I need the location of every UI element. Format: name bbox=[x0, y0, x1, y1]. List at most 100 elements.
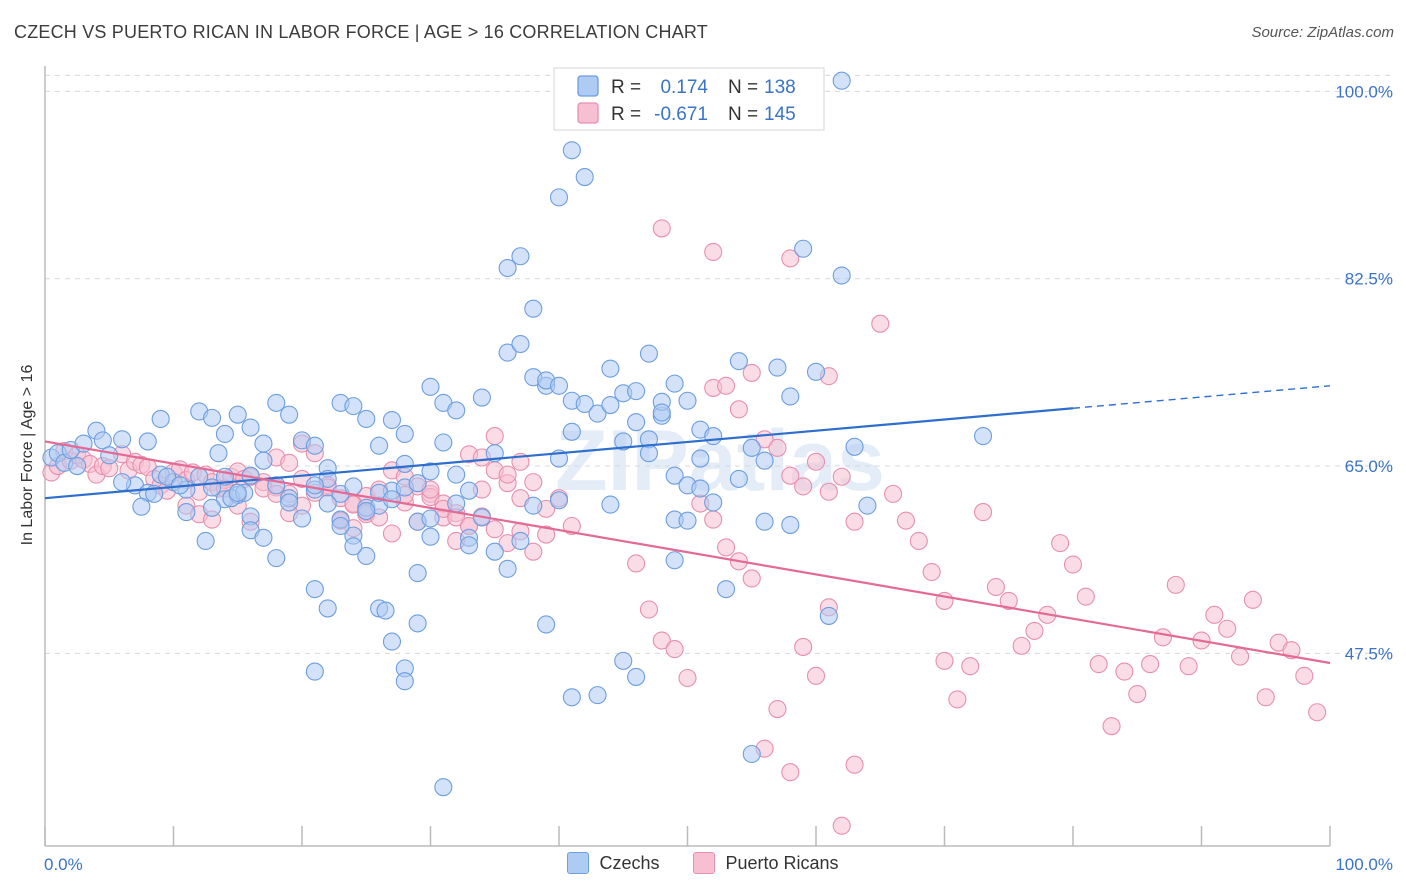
source-label: Source: ZipAtlas.com bbox=[1251, 24, 1394, 41]
czechs-point-6 bbox=[93, 431, 112, 450]
czechs-point-27 bbox=[203, 498, 222, 517]
czechs-legend-swatch bbox=[577, 75, 599, 97]
puerto-ricans-point-136 bbox=[896, 511, 916, 530]
czechs-point-69 bbox=[421, 527, 440, 546]
czechs-point-112 bbox=[472, 388, 491, 407]
puerto-ricans-point-119 bbox=[819, 482, 838, 501]
czechs-n-label: N = bbox=[728, 77, 758, 98]
puerto-ricans-point-126 bbox=[806, 666, 826, 685]
puerto-ricans-point-120 bbox=[652, 219, 671, 238]
puerto-ricans-point-123 bbox=[768, 699, 787, 719]
y-tick-label-1: 82.5% bbox=[1345, 270, 1393, 289]
czechs-point-21 bbox=[132, 497, 151, 516]
czechs-point-26 bbox=[196, 531, 215, 551]
puerto-ricans-point-147 bbox=[1025, 621, 1044, 640]
czechs-point-101 bbox=[434, 778, 453, 797]
puerto-ricans-point-154 bbox=[1115, 662, 1134, 681]
czechs-point-93 bbox=[370, 436, 389, 455]
czechs-point-85 bbox=[408, 614, 427, 633]
puerto-ricans-point-111 bbox=[716, 376, 736, 395]
czechs-point-37 bbox=[254, 451, 273, 470]
czechs-point-9 bbox=[113, 430, 132, 449]
czechs-point-175 bbox=[704, 493, 723, 512]
puerto-ricans-point-162 bbox=[1218, 619, 1237, 638]
puerto-ricans-n-value: 145 bbox=[764, 104, 796, 125]
czechs-point-52 bbox=[267, 549, 286, 568]
czechs-point-96 bbox=[408, 474, 427, 493]
puerto-ricans-point-133 bbox=[845, 512, 864, 531]
puerto-ricans-point-141 bbox=[948, 690, 967, 709]
puerto-ricans-point-64 bbox=[382, 524, 402, 543]
puerto-ricans-point-88 bbox=[524, 542, 543, 561]
puerto-ricans-r-value: -0.671 bbox=[654, 104, 708, 125]
puerto-ricans-n-label: N = bbox=[728, 104, 758, 125]
puerto-ricans-point-121 bbox=[704, 242, 723, 262]
czechs-point-120 bbox=[498, 258, 517, 278]
czechs-point-31 bbox=[151, 409, 170, 429]
czechs-point-100 bbox=[395, 672, 414, 691]
czechs-point-148 bbox=[678, 511, 697, 530]
puerto-ricans-point-155 bbox=[1128, 685, 1147, 704]
czechs-point-60 bbox=[305, 476, 324, 495]
czechs-point-8 bbox=[100, 446, 119, 465]
czechs-point-109 bbox=[549, 491, 569, 510]
czechs-point-73 bbox=[344, 537, 363, 556]
puerto-ricans-point-94 bbox=[498, 465, 517, 484]
czechs-point-149 bbox=[691, 449, 710, 468]
czechs-point-128 bbox=[601, 395, 620, 415]
puerto-ricans-point-103 bbox=[665, 640, 684, 659]
czechs-point-144 bbox=[614, 651, 633, 670]
czechs-point-78 bbox=[408, 564, 427, 583]
czechs-point-141 bbox=[562, 141, 581, 160]
puerto-ricans-point-153 bbox=[1102, 717, 1121, 736]
czechs-point-157 bbox=[716, 580, 736, 599]
trend-lines bbox=[44, 385, 1331, 665]
czechs-point-159 bbox=[742, 438, 761, 457]
puerto-ricans-point-132 bbox=[832, 467, 851, 486]
legend-item-puerto-ricans[interactable]: Puerto Ricans bbox=[693, 852, 839, 874]
czechs-point-163 bbox=[794, 239, 813, 258]
puerto-ricans-point-135 bbox=[884, 484, 903, 503]
puerto-ricans-point-150 bbox=[1063, 555, 1083, 574]
czechs-point-42 bbox=[228, 405, 247, 424]
puerto-ricans-point-51 bbox=[280, 453, 299, 472]
puerto-ricans-legend-swatch bbox=[577, 102, 599, 124]
czechs-point-41 bbox=[215, 424, 234, 443]
czechs-point-20 bbox=[113, 473, 132, 492]
czechs-point-167 bbox=[845, 437, 864, 456]
puerto-ricans-point-164 bbox=[1243, 590, 1262, 609]
puerto-ricans-point-124 bbox=[781, 763, 800, 782]
puerto-ricans-point-130 bbox=[781, 249, 800, 268]
x-tick-label-1: 100.0% bbox=[1335, 855, 1393, 874]
czechs-point-140 bbox=[549, 188, 569, 207]
czechs-r-label: R = bbox=[611, 77, 641, 98]
czechs-point-86 bbox=[421, 462, 440, 481]
puerto-ricans-point-134 bbox=[871, 314, 890, 333]
czechs-point-142 bbox=[575, 167, 594, 187]
czechs-point-87 bbox=[434, 433, 453, 452]
y-tick-label-2: 65.0% bbox=[1345, 457, 1393, 476]
czechs-point-156 bbox=[704, 427, 723, 446]
puerto-ricans-point-143 bbox=[973, 503, 993, 522]
puerto-ricans-point-163 bbox=[1231, 647, 1250, 666]
czechs-point-72 bbox=[331, 516, 350, 536]
puerto-ricans-point-138 bbox=[922, 562, 941, 582]
czechs-point-115 bbox=[511, 334, 530, 354]
czechs-point-77 bbox=[395, 454, 414, 473]
czechs-point-107 bbox=[524, 496, 543, 515]
puerto-ricans-point-167 bbox=[1282, 641, 1301, 660]
czechs-point-40 bbox=[203, 408, 222, 427]
puerto-ricans-point-156 bbox=[1141, 655, 1160, 674]
puerto-ricans-swatch bbox=[693, 852, 716, 874]
czechs-point-83 bbox=[382, 632, 402, 651]
puerto-ricans-point-165 bbox=[1256, 688, 1275, 707]
legend-item-czechs[interactable]: Czechs bbox=[567, 852, 659, 874]
czechs-point-7 bbox=[68, 457, 87, 476]
puerto-ricans-point-109 bbox=[742, 569, 761, 588]
puerto-ricans-trend-line bbox=[44, 440, 1331, 665]
series-czechs bbox=[42, 71, 993, 797]
czechs-point-45 bbox=[267, 393, 286, 412]
czechs-point-162 bbox=[781, 387, 800, 406]
czechs-point-151 bbox=[639, 444, 659, 463]
czechs-point-124 bbox=[549, 376, 569, 395]
